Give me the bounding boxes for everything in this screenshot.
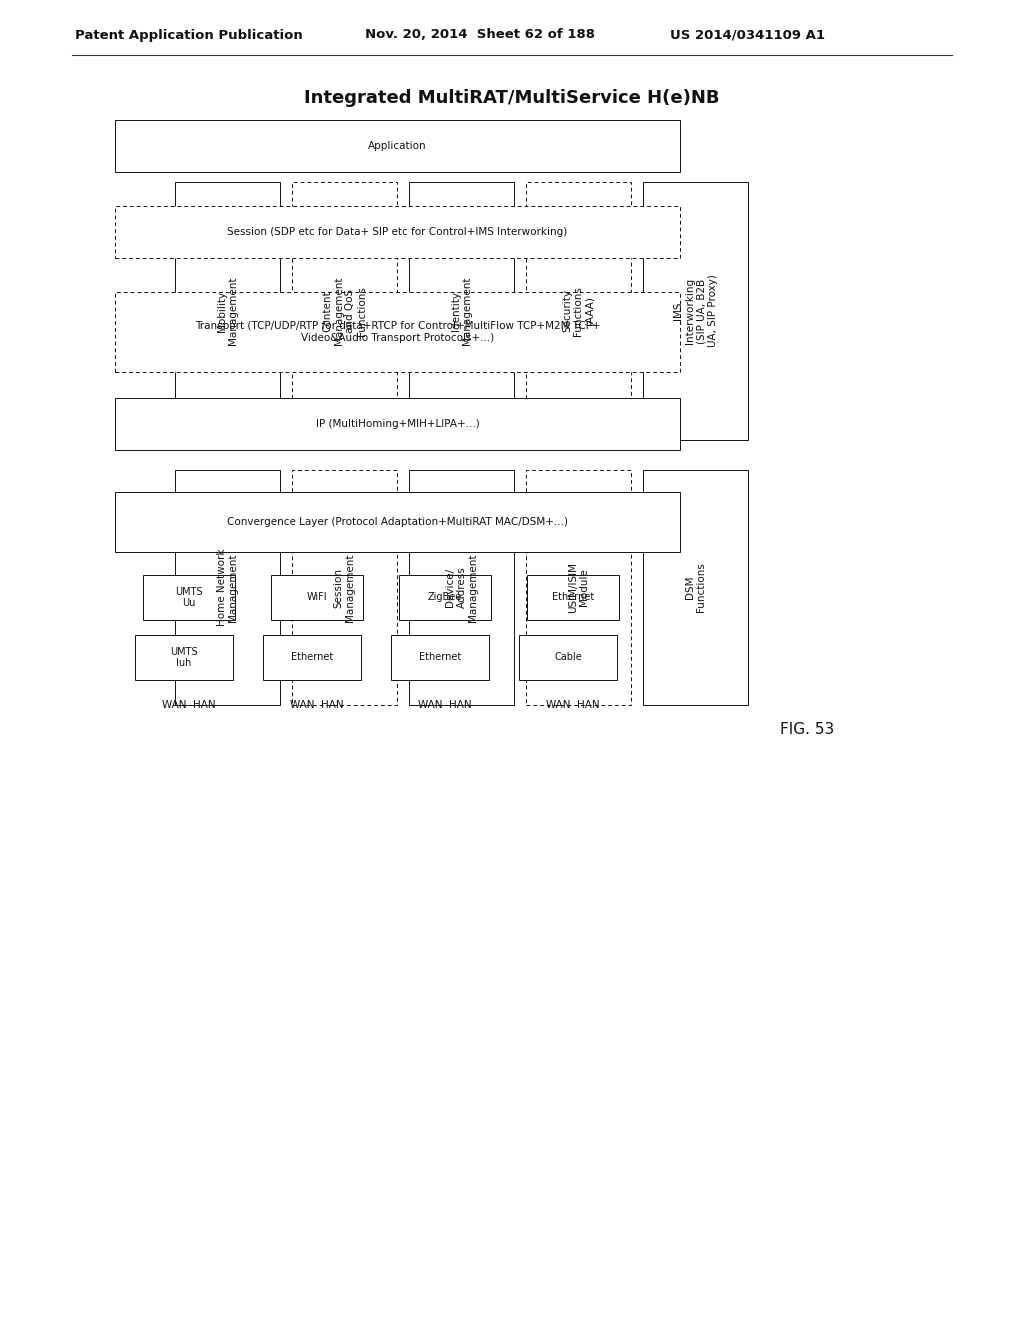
Bar [175,182,280,440]
Text: Transport (TCP/UDP/RTP for data+RTCP for Control+MultiFlow TCP+M2M TCP+
Video&Au: Transport (TCP/UDP/RTP for data+RTCP for… [195,321,600,343]
Bar [115,399,680,450]
Text: Session (SDP etc for Data+ SIP etc for Control+IMS Interworking): Session (SDP etc for Data+ SIP etc for C… [227,227,567,238]
Text: IMS
Interworking
(SIP UA, B2B
UA, SIP Proxy): IMS Interworking (SIP UA, B2B UA, SIP Pr… [673,275,718,347]
Text: Ethernet: Ethernet [291,652,333,663]
Bar [115,292,680,372]
Bar [409,470,514,705]
Text: USIM/ISIM
Module: USIM/ISIM Module [567,562,589,612]
Text: ZigBee: ZigBee [428,593,462,602]
Bar [175,470,280,705]
Bar [292,470,397,705]
Text: Ethernet: Ethernet [552,593,594,602]
Bar [527,576,618,620]
Bar [271,576,362,620]
Text: Session
Management: Session Management [334,553,355,622]
Bar [292,182,397,440]
Bar [519,635,617,680]
Text: DSM
Functions: DSM Functions [685,562,707,612]
Text: FIG. 53: FIG. 53 [780,722,835,738]
Bar [526,182,631,440]
Text: Nov. 20, 2014  Sheet 62 of 188: Nov. 20, 2014 Sheet 62 of 188 [365,29,595,41]
Bar [643,470,748,705]
Text: Device/
Address
Management: Device/ Address Management [444,553,478,622]
Text: WiFI: WiFI [306,593,328,602]
Text: Identity
Management: Identity Management [451,277,472,346]
Bar [115,120,680,172]
Bar [409,182,514,440]
Text: WAN  HAN: WAN HAN [162,700,216,710]
Text: WAN  HAN: WAN HAN [418,700,472,710]
Text: Integrated MultiRAT/MultiService H(e)NB: Integrated MultiRAT/MultiService H(e)NB [304,88,720,107]
Text: Application: Application [369,141,427,150]
Bar [391,635,489,680]
Bar [526,470,631,705]
Bar [135,635,233,680]
Text: Convergence Layer (Protocol Adaptation+MultiRAT MAC/DSM+...): Convergence Layer (Protocol Adaptation+M… [227,517,568,527]
Text: UMTS
Iuh: UMTS Iuh [170,647,198,668]
Bar [263,635,361,680]
Text: WAN  HAN: WAN HAN [546,700,600,710]
Text: Ethernet: Ethernet [419,652,461,663]
Text: Patent Application Publication: Patent Application Publication [75,29,303,41]
Bar [643,182,748,440]
Text: WAN  HAN: WAN HAN [290,700,344,710]
Bar [115,206,680,257]
Text: IP (MultiHoming+MIH+LIPA+...): IP (MultiHoming+MIH+LIPA+...) [315,418,479,429]
Text: US 2014/0341109 A1: US 2014/0341109 A1 [670,29,825,41]
Text: UMTS
Uu: UMTS Uu [175,586,203,609]
Text: Mobility
Management: Mobility Management [217,277,239,346]
Bar [115,492,680,552]
Bar [143,576,234,620]
Text: Security
Functions
(AAA): Security Functions (AAA) [562,286,595,335]
Bar [399,576,490,620]
Text: Cable: Cable [554,652,582,663]
Text: Content
Management
and QoS
Functions: Content Management and QoS Functions [323,277,367,346]
Text: Home Network
Management: Home Network Management [217,549,239,626]
